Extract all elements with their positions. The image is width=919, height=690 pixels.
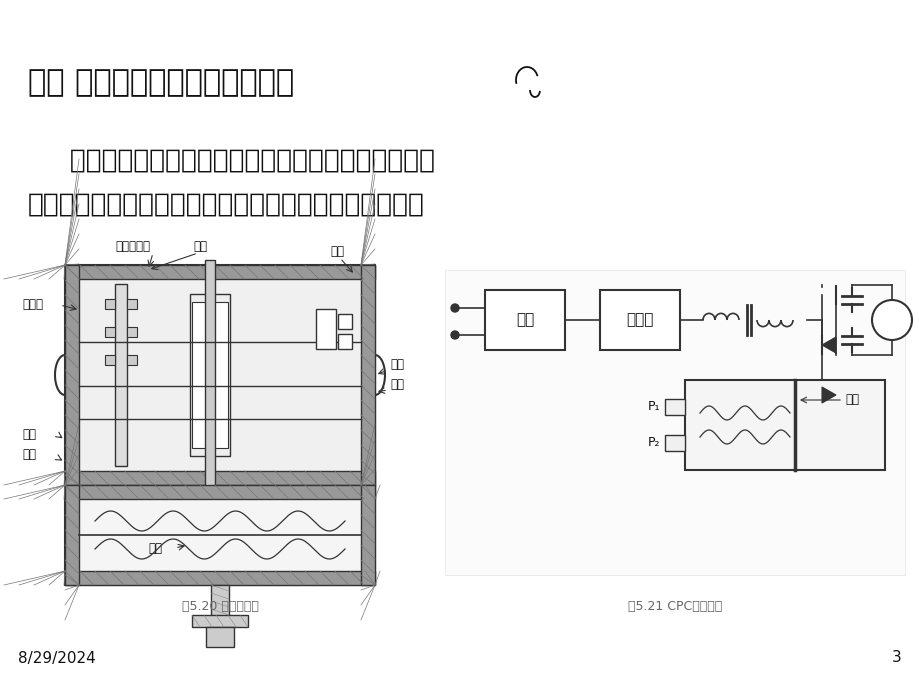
Bar — [664, 435, 685, 451]
Text: P₁: P₁ — [647, 400, 659, 413]
Text: 插头: 插头 — [390, 359, 403, 371]
Text: 图5.21 CPC型差压计: 图5.21 CPC型差压计 — [627, 600, 721, 613]
Text: 通孔: 通孔 — [390, 379, 403, 391]
Text: 膜盒: 膜盒 — [22, 448, 36, 462]
Text: 壳体: 壳体 — [330, 245, 344, 258]
Bar — [105, 299, 115, 309]
Text: 图5.20 微压传感器: 图5.20 微压传感器 — [181, 600, 258, 613]
Text: 底座: 底座 — [22, 428, 36, 442]
Text: 8/29/2024: 8/29/2024 — [18, 651, 96, 665]
Bar — [664, 399, 685, 415]
Bar — [105, 327, 115, 337]
Bar — [65, 265, 375, 485]
Text: 二、 差动变压器式传感器的应用: 二、 差动变压器式传感器的应用 — [28, 68, 294, 97]
Text: 机械量，如振动、加速度、应变、比重、张力和厚度等。: 机械量，如振动、加速度、应变、比重、张力和厚度等。 — [28, 192, 425, 218]
Text: 电源: 电源 — [516, 313, 534, 328]
Bar — [127, 327, 137, 337]
Bar — [65, 485, 375, 585]
Text: 线路板: 线路板 — [22, 299, 43, 311]
Polygon shape — [821, 387, 835, 403]
Bar — [65, 571, 375, 585]
Bar — [337, 314, 352, 329]
Bar — [360, 485, 375, 585]
Bar — [115, 284, 127, 466]
Bar — [206, 627, 233, 647]
Bar — [337, 334, 352, 349]
Bar — [685, 380, 884, 470]
Text: 衔铁: 衔铁 — [193, 240, 207, 253]
Bar — [65, 265, 79, 485]
Circle shape — [450, 304, 459, 312]
Bar — [105, 355, 115, 365]
Bar — [192, 302, 206, 448]
Bar — [190, 294, 230, 456]
Text: 膜片: 膜片 — [844, 393, 858, 406]
Bar — [445, 270, 904, 575]
Bar — [484, 290, 564, 350]
Text: 3: 3 — [891, 651, 901, 665]
Text: 可直接用于位移测量，也可以测量与位移有关的任何: 可直接用于位移测量，也可以测量与位移有关的任何 — [28, 148, 435, 174]
Text: 差动变压器: 差动变压器 — [115, 240, 150, 253]
Bar — [205, 260, 215, 490]
Bar — [127, 299, 137, 309]
Bar — [192, 615, 248, 627]
Text: 振荡器: 振荡器 — [626, 313, 653, 328]
Bar — [65, 265, 375, 279]
Bar — [210, 585, 229, 620]
Circle shape — [450, 331, 459, 339]
Text: V: V — [885, 311, 897, 329]
Bar — [599, 290, 679, 350]
Bar — [65, 485, 375, 499]
Bar — [315, 309, 335, 349]
Bar — [65, 471, 375, 485]
Bar — [65, 485, 79, 585]
Bar — [127, 355, 137, 365]
Text: 接头: 接头 — [148, 542, 162, 555]
Bar — [214, 302, 228, 448]
Circle shape — [871, 300, 911, 340]
Bar — [360, 265, 375, 485]
Text: P₂: P₂ — [647, 437, 659, 449]
Polygon shape — [821, 337, 835, 353]
